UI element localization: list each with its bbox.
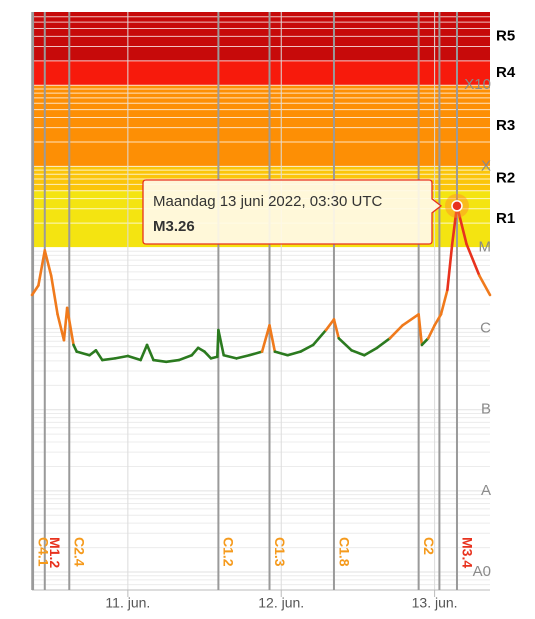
line-segment (164, 358, 181, 364)
line-segment (417, 313, 424, 347)
y-tick-label: C (480, 320, 491, 337)
band-label: R1 (496, 210, 515, 227)
line-segment (455, 204, 468, 246)
line-segment (75, 350, 91, 357)
line-segment (203, 350, 213, 360)
band-label: R3 (496, 117, 515, 134)
line-segment (332, 318, 341, 340)
tooltip-title: Maandag 13 juni 2022, 03:30 UTC (153, 193, 382, 210)
line-segment (190, 346, 200, 357)
line-segment (139, 343, 149, 362)
flare-label: C1.8 (336, 537, 352, 567)
y-tick-label: B (481, 401, 491, 418)
line-segment (222, 353, 238, 360)
flare-label: C1.2 (221, 537, 237, 567)
line-segment (152, 358, 168, 364)
flare-label: M3.4 (459, 537, 475, 568)
line-segment (247, 350, 264, 357)
tooltip: Maandag 13 juni 2022, 03:30 UTC M3.26 (142, 179, 469, 245)
band (32, 85, 490, 167)
line-segment (49, 274, 59, 316)
line-segment (217, 328, 226, 357)
hover-point (451, 200, 463, 212)
line-segment (350, 349, 366, 357)
line-segment (299, 343, 315, 353)
band-label: R2 (496, 170, 515, 187)
line-segment (401, 313, 420, 327)
band (32, 60, 490, 86)
tooltip-box (142, 179, 443, 245)
line-segment (268, 323, 277, 353)
line-segment (420, 337, 430, 347)
line-segment (235, 353, 251, 360)
line-segment (62, 306, 69, 342)
line-segment (450, 204, 459, 246)
x-tick-label: 11. jun. (105, 595, 150, 611)
line-segment (273, 350, 289, 357)
line-segment (113, 354, 130, 360)
line-segment (324, 318, 336, 332)
band-label: R4 (496, 64, 516, 81)
line-segment (260, 323, 271, 353)
flare-label: C2 (421, 537, 437, 555)
line-segment (337, 337, 353, 352)
y-tick-label: A0 (473, 563, 491, 580)
line-segment (446, 242, 454, 292)
line-segment (30, 284, 40, 297)
line-segment (286, 350, 302, 357)
line-segment (426, 323, 436, 340)
line-segment (100, 357, 117, 362)
line-segment (43, 249, 53, 277)
flux-line (30, 204, 492, 364)
line-segment (56, 313, 66, 342)
line-segment (88, 349, 98, 357)
line-segment (126, 354, 142, 362)
flare-label: M1.2 (47, 537, 63, 568)
line-segment (433, 313, 443, 327)
line-segment (37, 249, 47, 287)
line-segment (388, 323, 404, 340)
flare-label: C4.1 (35, 537, 51, 567)
y-tick-label: M (479, 238, 492, 255)
line-segment (439, 288, 449, 316)
y-tick-label: A (481, 482, 491, 499)
tooltip-value: M3.26 (153, 218, 195, 235)
labels: R1 R2 R3 R4 R5 A0 A B C M X X10 11. jun. 12. jun. 13. … (35, 27, 515, 610)
x-tick-label: 13. jun. (412, 595, 458, 611)
y-tick-label: X (481, 157, 491, 174)
flares (32, 12, 458, 590)
x-tick-label: 12. jun. (258, 595, 304, 611)
line-segment (375, 337, 392, 350)
line-segment (465, 242, 481, 277)
flare-label: C2.4 (72, 537, 88, 567)
line-segment (65, 306, 75, 347)
y-tick-label: X10 (464, 76, 491, 93)
line-segment (363, 346, 379, 357)
band-label: R5 (496, 27, 515, 44)
flare-label: C1.3 (272, 537, 288, 567)
line-segment (145, 343, 155, 362)
line-segment (177, 353, 194, 362)
line-segment (311, 328, 328, 347)
line-segment (478, 274, 492, 297)
line-segment (94, 349, 104, 362)
